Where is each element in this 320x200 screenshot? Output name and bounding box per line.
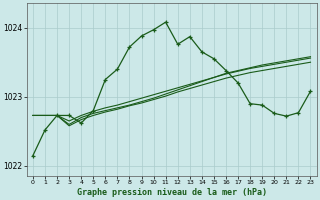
X-axis label: Graphe pression niveau de la mer (hPa): Graphe pression niveau de la mer (hPa) <box>77 188 267 197</box>
